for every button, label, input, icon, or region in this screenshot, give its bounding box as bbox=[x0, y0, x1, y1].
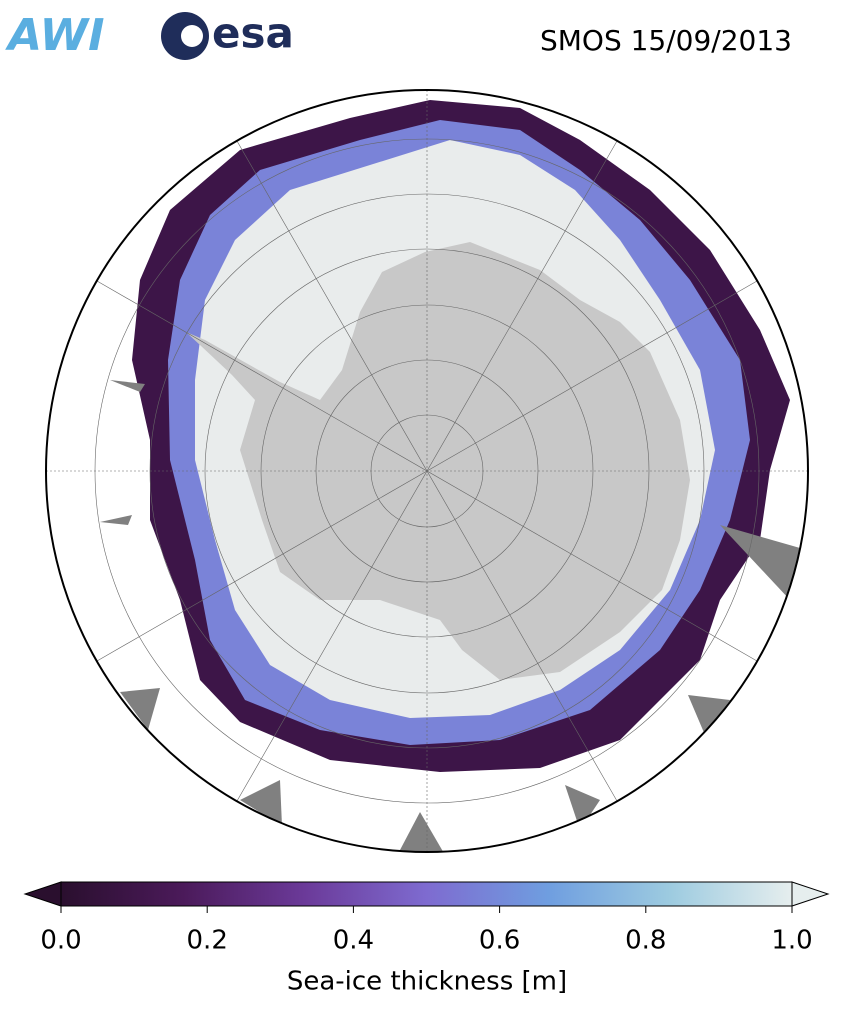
map bbox=[46, 90, 808, 852]
tick-label: 1.0 bbox=[771, 926, 812, 956]
colorbar: 0.0 0.2 0.4 0.6 0.8 1.0 bbox=[23, 881, 830, 956]
logos: AWI esa bbox=[5, 9, 294, 62]
tick-label: 0.6 bbox=[479, 926, 520, 956]
colorbar-label: Sea-ice thickness [m] bbox=[287, 967, 567, 997]
colorbar-extend-max bbox=[791, 881, 830, 907]
tick-label: 0.2 bbox=[187, 926, 228, 956]
tick-label: 0.0 bbox=[40, 926, 81, 956]
esa-logo: esa bbox=[212, 9, 294, 58]
graticule bbox=[46, 90, 808, 852]
tick-label: 0.8 bbox=[625, 926, 666, 956]
map-border bbox=[45, 89, 809, 853]
colorbar-extend-min bbox=[23, 881, 62, 907]
land-masses bbox=[100, 380, 800, 852]
antarctica bbox=[186, 242, 690, 680]
title: SMOS 15/09/2013 bbox=[540, 24, 792, 57]
tick-label: 0.4 bbox=[333, 926, 374, 956]
awi-logo: AWI bbox=[5, 10, 105, 61]
esa-logo-mark bbox=[181, 25, 203, 47]
colorbar-gradient bbox=[60, 881, 793, 907]
